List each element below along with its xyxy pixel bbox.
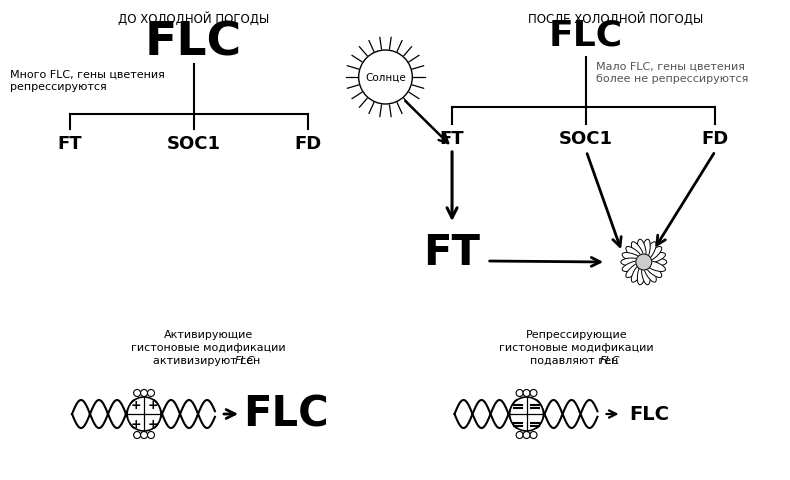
Text: FLC: FLC [600, 355, 620, 365]
Ellipse shape [626, 247, 643, 263]
Text: FLC: FLC [243, 393, 329, 435]
Ellipse shape [621, 258, 643, 266]
Text: FLC: FLC [630, 405, 669, 424]
Text: FT: FT [423, 231, 480, 274]
Circle shape [523, 390, 530, 396]
Circle shape [530, 390, 537, 396]
Circle shape [523, 432, 530, 439]
Circle shape [134, 390, 141, 396]
Text: SOC1: SOC1 [559, 130, 613, 148]
Ellipse shape [641, 240, 650, 262]
Ellipse shape [645, 247, 662, 263]
Circle shape [359, 51, 412, 105]
Circle shape [141, 432, 148, 439]
Text: FT: FT [440, 130, 465, 148]
Ellipse shape [641, 264, 650, 285]
Ellipse shape [645, 263, 662, 278]
Text: +: + [130, 417, 141, 430]
Text: FT: FT [57, 135, 82, 153]
Text: +: + [130, 398, 141, 411]
Text: Много FLC, гены цветения
репрессируются: Много FLC, гены цветения репрессируются [10, 70, 165, 91]
Circle shape [148, 390, 155, 396]
Ellipse shape [631, 242, 644, 262]
Circle shape [141, 390, 148, 396]
Ellipse shape [638, 240, 646, 262]
Text: гистоновые модификации: гистоновые модификации [499, 342, 653, 352]
Circle shape [148, 432, 155, 439]
Ellipse shape [631, 263, 644, 283]
Text: активизируют ген: активизируют ген [153, 355, 264, 365]
Text: FLC: FLC [145, 20, 243, 65]
Ellipse shape [643, 263, 656, 283]
Text: FLC: FLC [235, 355, 255, 365]
Text: Солнце: Солнце [365, 73, 406, 83]
Circle shape [510, 397, 544, 431]
Text: ДО ХОЛОДНОЙ ПОГОДЫ: ДО ХОЛОДНОЙ ПОГОДЫ [118, 12, 269, 25]
Text: Мало FLC, гены цветения
более не репрессируются: Мало FLC, гены цветения более не репресс… [596, 62, 748, 84]
Text: подавляют ген: подавляют ген [530, 355, 622, 365]
Circle shape [134, 432, 141, 439]
Ellipse shape [645, 258, 667, 266]
Ellipse shape [623, 261, 643, 272]
Circle shape [127, 397, 161, 431]
Text: +: + [147, 417, 158, 430]
Text: FD: FD [295, 135, 322, 153]
Ellipse shape [626, 263, 643, 278]
Text: Активирующие: Активирующие [164, 329, 254, 339]
Circle shape [636, 254, 652, 270]
Circle shape [516, 432, 523, 439]
Text: +: + [147, 398, 158, 411]
Ellipse shape [643, 242, 656, 262]
Circle shape [516, 390, 523, 396]
Ellipse shape [638, 264, 646, 285]
Text: ПОСЛЕ ХОЛОДНОЙ ПОГОДЫ: ПОСЛЕ ХОЛОДНОЙ ПОГОДЫ [529, 12, 704, 25]
Ellipse shape [623, 253, 643, 264]
Ellipse shape [645, 261, 665, 272]
Text: Репрессирующие: Репрессирующие [525, 329, 627, 339]
Text: SOC1: SOC1 [167, 135, 220, 153]
Text: FLC: FLC [549, 18, 623, 52]
Ellipse shape [645, 253, 665, 264]
Text: гистоновые модификации: гистоновые модификации [131, 342, 286, 352]
Text: FD: FD [702, 130, 729, 148]
Circle shape [530, 432, 537, 439]
